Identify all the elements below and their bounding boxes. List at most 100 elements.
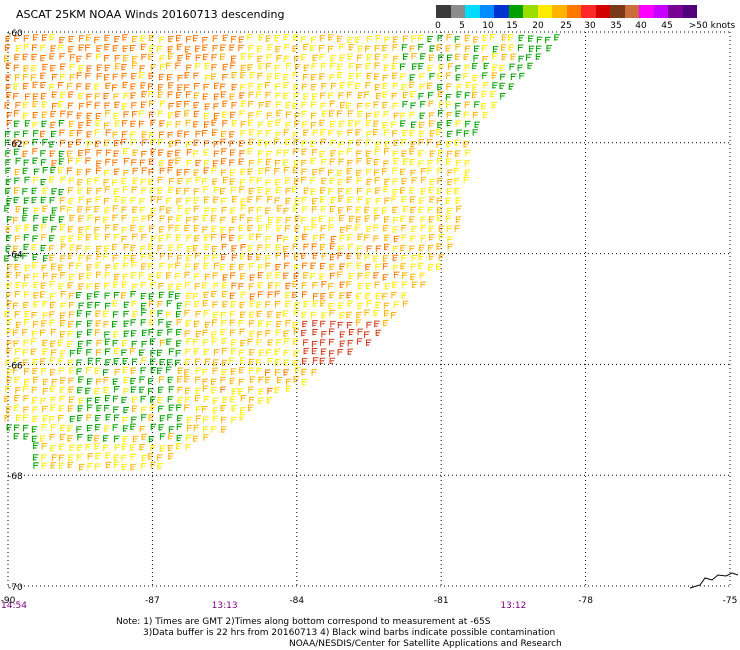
longitude-label: -90 [1,596,16,606]
wind-barb [60,110,66,118]
wind-barb [195,406,202,413]
wind-barb [23,406,29,414]
wind-barb [229,131,235,138]
wind-barb [69,301,75,309]
wind-barb [13,245,19,253]
wind-barb [392,226,399,234]
wind-barb [401,254,407,262]
wind-barb [285,300,291,308]
wind-barb [203,291,210,299]
wind-barb [69,244,76,251]
wind-barb [32,358,39,366]
wind-barb [267,387,273,395]
wind-barb [222,111,228,119]
wind-barb [401,292,408,300]
wind-barb [283,74,289,81]
wind-barb [265,330,271,337]
wind-barb [276,205,283,212]
latitude-label: -66 [8,361,23,371]
wind-barb [348,215,355,223]
wind-barb [78,92,84,100]
wind-barb [104,405,110,412]
wind-barb [212,35,219,42]
wind-barb [257,130,264,138]
wind-barb [338,150,345,158]
wind-barb [229,140,235,148]
wind-barb [292,291,298,299]
wind-barb [321,177,327,185]
wind-barb [212,319,218,326]
wind-barb [301,311,308,319]
wind-barb [328,34,334,41]
wind-barb [419,130,425,138]
wind-barb [481,103,487,110]
wind-barb [465,81,472,89]
wind-barb [229,159,235,167]
wind-barb [24,93,31,100]
wind-barb [220,405,226,412]
wind-barb [22,167,29,175]
wind-barb [157,329,164,337]
wind-barb [248,188,255,195]
wind-barb [283,159,289,166]
wind-barb [410,263,417,271]
wind-barb [292,131,299,139]
wind-barb [50,445,56,452]
wind-barb [42,378,49,386]
wind-barb [240,253,246,260]
wind-barb [357,245,363,253]
wind-barb [114,63,121,70]
wind-barb [366,300,373,307]
wind-barb [411,281,418,289]
wind-barb [42,272,49,280]
wind-barb [455,197,462,204]
wind-barb [285,62,292,70]
wind-barb [275,282,281,289]
wind-barb [121,454,127,462]
wind-barb [58,188,65,196]
wind-barb [167,253,174,260]
wind-barb [121,226,128,234]
wind-barb [6,340,13,347]
wind-barb [239,150,245,157]
wind-barb [68,311,75,318]
wind-barb [158,235,165,242]
wind-barb [76,368,83,375]
wind-barb [131,405,138,413]
wind-barb [230,207,236,214]
wind-barb [301,282,308,289]
wind-barb [105,149,112,157]
wind-barb [346,225,352,232]
wind-barb [375,263,381,271]
wind-barb [319,53,325,61]
wind-barb [320,244,326,251]
wind-barb [68,377,74,385]
wind-barb [338,207,344,214]
wind-barb [159,36,165,44]
wind-barb [375,141,381,148]
wind-barb [68,177,75,185]
wind-barb [94,93,101,100]
wind-barb [96,160,102,167]
wind-barb [418,160,424,167]
wind-barb [220,416,227,424]
wind-barb [104,186,111,193]
wind-barb [283,82,289,89]
wind-barb [436,207,443,214]
wind-barb [168,224,174,232]
wind-barb [186,91,192,98]
wind-barb [132,233,138,241]
wind-barb [32,397,38,404]
wind-barb [337,349,344,356]
wind-barb [337,252,343,260]
wind-barb [249,274,256,281]
wind-barb [168,348,175,355]
wind-barb [85,443,92,451]
wind-barb [276,225,283,232]
wind-barb [402,206,409,213]
wind-barb [285,217,292,224]
wind-barb [194,395,201,402]
wind-barb [114,347,120,355]
wind-barb [275,131,282,139]
wind-barb [240,53,247,60]
